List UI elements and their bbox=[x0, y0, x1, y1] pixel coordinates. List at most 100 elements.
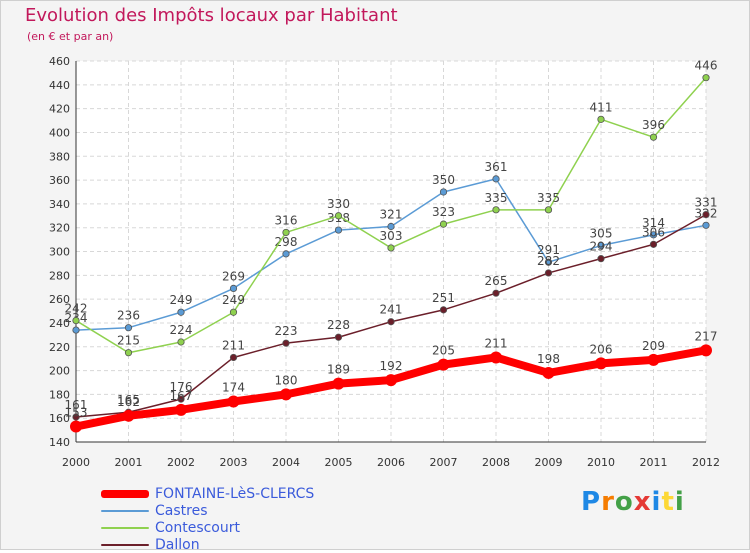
logo-letter: x bbox=[633, 487, 652, 517]
data-point bbox=[70, 420, 82, 433]
data-label: 265 bbox=[485, 274, 508, 288]
data-point bbox=[229, 353, 238, 362]
data-point bbox=[649, 231, 658, 239]
data-point bbox=[387, 318, 395, 326]
data-point bbox=[177, 308, 185, 316]
data-point bbox=[595, 357, 607, 370]
x-tick-label: 2005 bbox=[325, 456, 353, 469]
data-point bbox=[649, 133, 658, 141]
x-tick-label: 2007 bbox=[430, 456, 458, 469]
legend-swatch bbox=[101, 526, 149, 529]
data-point bbox=[385, 374, 397, 387]
data-point bbox=[439, 188, 448, 196]
data-point bbox=[702, 74, 710, 82]
x-tick-label: 2003 bbox=[220, 456, 248, 469]
data-point bbox=[702, 221, 710, 229]
data-label: 335 bbox=[537, 191, 560, 205]
x-tick-label: 2012 bbox=[692, 456, 720, 469]
y-tick-label: 180 bbox=[49, 388, 70, 401]
legend-label: FONTAINE-LèS-CLERCS bbox=[155, 485, 315, 502]
legend-item: Castres bbox=[101, 502, 314, 519]
data-point bbox=[597, 115, 605, 123]
y-tick-label: 200 bbox=[49, 365, 70, 378]
data-label: 228 bbox=[327, 318, 350, 332]
data-label: 205 bbox=[432, 344, 455, 358]
data-point bbox=[282, 228, 290, 237]
legend-label: Castres bbox=[155, 502, 208, 519]
x-tick-label: 2006 bbox=[377, 456, 405, 469]
data-label: 167 bbox=[170, 389, 193, 403]
data-point bbox=[702, 210, 710, 219]
y-tick-label: 220 bbox=[49, 341, 70, 354]
y-tick-label: 280 bbox=[49, 269, 70, 282]
data-label: 321 bbox=[380, 207, 403, 221]
data-label: 161 bbox=[65, 398, 88, 412]
y-tick-label: 260 bbox=[49, 293, 70, 306]
data-label: 314 bbox=[642, 216, 665, 230]
data-label: 165 bbox=[117, 393, 140, 407]
y-tick-label: 460 bbox=[49, 55, 70, 68]
data-label: 215 bbox=[117, 334, 140, 348]
data-label: 241 bbox=[380, 303, 403, 317]
data-label: 294 bbox=[590, 240, 613, 254]
data-point bbox=[544, 206, 553, 214]
data-label: 249 bbox=[170, 293, 193, 307]
data-label: 174 bbox=[222, 381, 245, 395]
data-point bbox=[387, 222, 395, 231]
data-point bbox=[332, 377, 345, 390]
data-label: 305 bbox=[590, 227, 613, 241]
legend-label: Contescourt bbox=[155, 519, 240, 536]
y-tick-label: 380 bbox=[49, 150, 70, 163]
data-point bbox=[282, 250, 290, 258]
x-tick-label: 2002 bbox=[167, 456, 195, 469]
data-point bbox=[387, 244, 395, 252]
data-label: 211 bbox=[485, 336, 508, 350]
data-label: 236 bbox=[117, 309, 140, 323]
x-tick-label: 2010 bbox=[587, 456, 615, 469]
chart-subtitle: (en € et par an) bbox=[27, 30, 114, 43]
data-point bbox=[334, 333, 343, 341]
data-label: 335 bbox=[485, 191, 508, 205]
data-point bbox=[439, 220, 448, 228]
data-point bbox=[597, 241, 605, 250]
chart-title: Evolution des Impôts locaux par Habitant bbox=[25, 5, 398, 26]
data-point bbox=[492, 175, 500, 183]
y-tick-label: 320 bbox=[49, 222, 70, 235]
data-label: 192 bbox=[380, 359, 403, 373]
data-point bbox=[229, 284, 238, 293]
data-label: 306 bbox=[642, 225, 665, 239]
data-point bbox=[122, 409, 135, 422]
data-label: 411 bbox=[590, 100, 613, 114]
data-point bbox=[177, 395, 185, 403]
data-label: 176 bbox=[170, 380, 193, 394]
x-tick-label: 2011 bbox=[640, 456, 668, 469]
data-point bbox=[597, 255, 605, 263]
data-label: 249 bbox=[222, 293, 245, 307]
data-point bbox=[227, 395, 240, 408]
data-label: 223 bbox=[275, 324, 298, 338]
data-point bbox=[72, 326, 80, 334]
data-point bbox=[282, 339, 290, 347]
data-label: 198 bbox=[537, 352, 560, 366]
data-point bbox=[334, 226, 343, 234]
data-label: 209 bbox=[642, 339, 665, 353]
logo-letter: t bbox=[661, 487, 675, 517]
data-point bbox=[439, 306, 448, 314]
data-label: 396 bbox=[642, 118, 665, 132]
data-point bbox=[544, 258, 553, 266]
data-label: 331 bbox=[695, 196, 718, 210]
data-label: 217 bbox=[695, 329, 718, 343]
data-label: 251 bbox=[432, 291, 455, 305]
legend-item: Contescourt bbox=[101, 519, 314, 536]
data-point bbox=[542, 366, 555, 379]
data-label: 206 bbox=[590, 342, 613, 356]
x-tick-label: 2000 bbox=[62, 456, 90, 469]
data-label: 153 bbox=[65, 406, 88, 420]
y-tick-label: 420 bbox=[49, 103, 70, 116]
data-label: 303 bbox=[380, 229, 403, 243]
data-label: 330 bbox=[327, 197, 350, 211]
y-tick-label: 300 bbox=[49, 246, 70, 259]
data-point bbox=[72, 316, 80, 325]
